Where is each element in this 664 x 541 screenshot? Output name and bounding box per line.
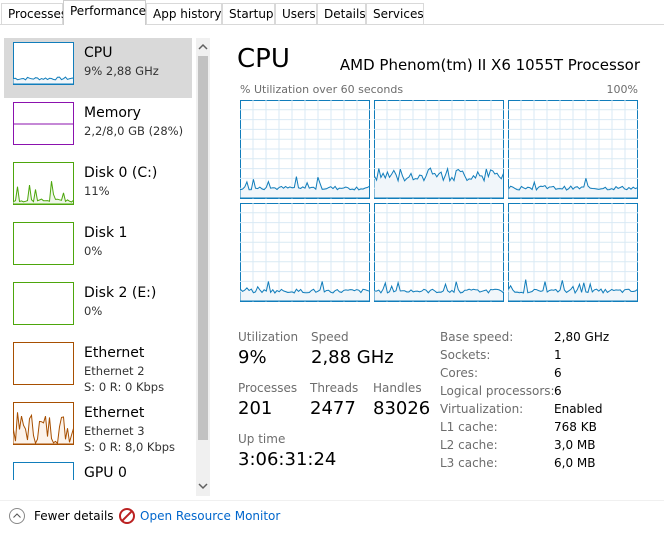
tab[interactable]: Processes bbox=[1, 3, 67, 24]
cpu-core-graph bbox=[374, 100, 504, 199]
detail-value: 2,80 GHz bbox=[554, 330, 610, 344]
detail-value: Enabled bbox=[554, 402, 603, 416]
tab[interactable]: Performance bbox=[63, 0, 146, 25]
sidebar-detail[interactable]: Ethernet 3 bbox=[84, 424, 145, 438]
stat-label: Processes bbox=[238, 381, 298, 395]
cpu-core-graph bbox=[240, 100, 370, 199]
graph-max: 100% bbox=[606, 83, 638, 96]
sidebar-title[interactable]: CPU bbox=[84, 45, 113, 61]
stat-label: Utilization bbox=[238, 330, 299, 344]
thumbnail bbox=[13, 102, 74, 145]
sidebar-title[interactable]: Ethernet bbox=[84, 405, 145, 421]
main-title: CPU bbox=[237, 44, 290, 74]
resource-monitor-icon bbox=[119, 508, 135, 524]
tab[interactable]: Users bbox=[275, 3, 317, 24]
stat-label: Threads bbox=[310, 381, 359, 395]
detail-label: Base speed: bbox=[440, 330, 514, 344]
thumbnail bbox=[13, 402, 74, 445]
stat-label: Handles bbox=[373, 381, 422, 395]
detail-label: Sockets: bbox=[440, 348, 491, 362]
sidebar-detail[interactable]: S: 0 R: 0 Kbps bbox=[84, 380, 165, 394]
tab[interactable]: Startup bbox=[222, 3, 275, 24]
thumbnail bbox=[13, 162, 74, 205]
detail-label: Virtualization: bbox=[440, 402, 524, 416]
detail-value: 3,0 MB bbox=[554, 438, 596, 452]
thumbnail bbox=[13, 42, 74, 85]
sidebar-title[interactable]: Disk 2 (E:) bbox=[84, 285, 157, 301]
footer-divider bbox=[0, 500, 664, 501]
sidebar-detail[interactable]: 11% bbox=[84, 184, 110, 198]
thumbnail bbox=[13, 222, 74, 265]
scrollbar-thumb[interactable] bbox=[198, 56, 208, 440]
scroll-arrows bbox=[198, 43, 208, 490]
sidebar-detail[interactable]: Ethernet 2 bbox=[84, 364, 145, 378]
detail-value: 1 bbox=[554, 348, 562, 362]
fewer-details[interactable]: Fewer details bbox=[34, 509, 114, 523]
sidebar-detail[interactable]: S: 0 R: 8,0 Kbps bbox=[84, 440, 176, 454]
sidebar-title[interactable]: Memory bbox=[84, 105, 141, 121]
stat-value: 201 bbox=[238, 398, 273, 419]
detail-value: 6,0 MB bbox=[554, 456, 596, 470]
detail-label: L2 cache: bbox=[440, 438, 498, 452]
graph-label: % Utilization over 60 seconds bbox=[240, 83, 404, 96]
thumbnail bbox=[13, 342, 74, 385]
sidebar-detail[interactable]: 0% bbox=[84, 244, 103, 258]
sidebar-title[interactable]: GPU 0 bbox=[84, 465, 127, 481]
detail-value: 6 bbox=[554, 366, 562, 380]
thumbnail bbox=[13, 282, 74, 325]
sidebar-title[interactable]: Disk 0 (C:) bbox=[84, 165, 158, 181]
cpu-core-graph bbox=[508, 100, 638, 199]
tab[interactable]: Services bbox=[366, 3, 424, 24]
sidebar-title[interactable]: Ethernet bbox=[84, 345, 145, 361]
detail-value: 6 bbox=[554, 384, 562, 398]
detail-label: L1 cache: bbox=[440, 420, 498, 434]
tab-divider bbox=[0, 24, 664, 25]
stat-value: 2477 bbox=[310, 398, 356, 419]
cpu-core-graph bbox=[374, 203, 504, 302]
sidebar-title[interactable]: Disk 1 bbox=[84, 225, 128, 241]
stat-value: 83026 bbox=[373, 398, 431, 419]
stat-value: 3:06:31:24 bbox=[238, 449, 337, 470]
stat-label: Up time bbox=[238, 432, 286, 446]
detail-label: L3 cache: bbox=[440, 456, 498, 470]
cpu-core-graph bbox=[508, 203, 638, 302]
tab[interactable]: App history bbox=[146, 3, 222, 24]
thumbnail bbox=[13, 462, 74, 480]
processor-name: AMD Phenom(tm) II X6 1055T Processor bbox=[339, 56, 640, 74]
detail-label: Cores: bbox=[440, 366, 479, 380]
stat-label: Speed bbox=[311, 330, 349, 344]
tab[interactable]: Details bbox=[317, 3, 366, 24]
sidebar-detail[interactable]: 0% bbox=[84, 304, 103, 318]
sidebar-detail[interactable]: 9% 2,88 GHz bbox=[84, 64, 159, 78]
stat-value: 2,88 GHz bbox=[311, 347, 394, 368]
stat-value: 9% bbox=[238, 347, 267, 368]
cpu-core-graph bbox=[240, 203, 370, 302]
detail-label: Logical processors: bbox=[440, 384, 555, 398]
fewer-details-icon[interactable] bbox=[8, 507, 26, 525]
sidebar-detail[interactable]: 2,2/8,0 GB (28%) bbox=[84, 124, 184, 138]
resource-monitor-link[interactable]: Open Resource Monitor bbox=[140, 509, 281, 523]
detail-value: 768 KB bbox=[554, 420, 597, 434]
